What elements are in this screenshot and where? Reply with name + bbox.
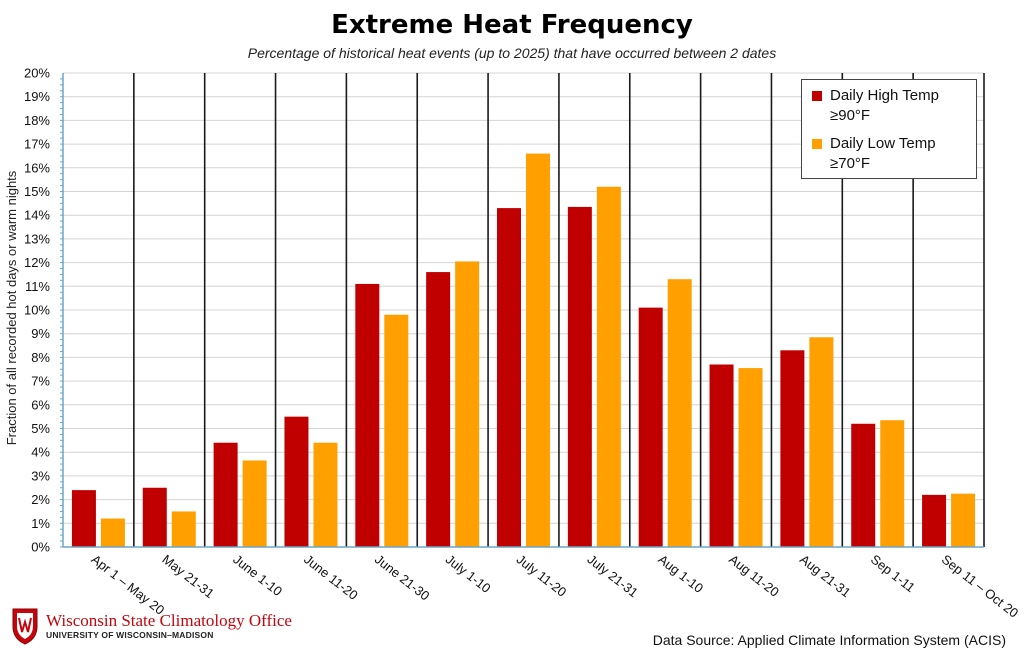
uw-crest-icon <box>12 608 38 645</box>
bar <box>880 420 905 547</box>
logo: Wisconsin State Climatology Office UNIVE… <box>10 606 292 646</box>
bar <box>213 442 238 547</box>
bar <box>284 416 309 547</box>
legend-label-high: Daily High Temp ≥90°F <box>830 87 939 124</box>
y-tick-label: 13% <box>24 231 50 246</box>
bar <box>526 153 550 547</box>
chart-title: Extreme Heat Frequency <box>331 10 693 40</box>
bar <box>426 272 451 547</box>
x-tick-label: Sep 1-11 <box>868 552 918 596</box>
legend-swatch-low <box>812 139 822 149</box>
y-tick-label: 11% <box>25 279 50 294</box>
y-tick-label: 6% <box>31 397 50 412</box>
x-tick-label: Sep 11 – Oct 20 <box>939 552 1022 621</box>
bar <box>922 494 947 547</box>
bar <box>355 283 380 547</box>
x-tick-label: July 11-20 <box>514 552 570 600</box>
x-tick-label: Aug 21-31 <box>797 552 854 601</box>
x-tick-label: May 21-31 <box>159 552 217 602</box>
bar <box>71 490 96 547</box>
y-tick-label: 2% <box>31 492 50 507</box>
y-tick-label: 1% <box>31 516 50 531</box>
x-tick-label: July 21-31 <box>584 552 641 601</box>
y-tick-label: 4% <box>31 445 50 460</box>
y-tick-label: 14% <box>24 208 50 223</box>
bar <box>100 518 125 547</box>
bar <box>455 261 480 547</box>
bar <box>567 206 592 547</box>
bar <box>780 350 805 547</box>
y-tick-label: 17% <box>24 137 50 152</box>
y-tick-label: 7% <box>31 374 50 389</box>
bar <box>738 368 763 547</box>
y-tick-label: 12% <box>24 255 50 270</box>
bar <box>709 364 734 547</box>
x-tick-label: June 21-30 <box>372 552 433 604</box>
bar <box>951 493 976 547</box>
y-tick-label: 3% <box>31 468 50 483</box>
bar <box>638 307 663 547</box>
x-tick-label: June 11-20 <box>301 552 361 603</box>
y-tick-label: 20% <box>24 66 50 81</box>
y-tick-label: 5% <box>31 421 50 436</box>
y-tick-label: 9% <box>31 326 50 341</box>
y-tick-label: 15% <box>24 184 50 199</box>
legend-entry-low: Daily Low Temp ≥70°F <box>812 134 968 174</box>
bar <box>809 337 834 547</box>
data-source: Data Source: Applied Climate Information… <box>652 632 1006 648</box>
x-tick-label: Aug 11-20 <box>726 552 782 600</box>
y-tick-label: 0% <box>31 540 50 555</box>
bar <box>596 186 621 547</box>
y-tick-label: 16% <box>24 160 50 175</box>
y-tick-label: 19% <box>24 89 50 104</box>
logo-name: Wisconsin State Climatology Office <box>46 611 292 630</box>
y-tick-label: 18% <box>24 113 50 128</box>
x-tick-label: Aug 1-10 <box>655 552 706 596</box>
bar <box>142 487 167 547</box>
bar <box>313 442 338 547</box>
y-tick-label: 10% <box>24 303 50 318</box>
y-axis-title: Fraction of all recorded hot days or war… <box>4 170 19 445</box>
chart-subtitle: Percentage of historical heat events (up… <box>247 45 777 61</box>
bar <box>171 511 196 547</box>
logo-subtitle: UNIVERSITY OF WISCONSIN–MADISON <box>46 630 214 640</box>
x-tick-label: July 1-10 <box>443 552 494 596</box>
chart-legend: Daily High Temp ≥90°F Daily Low Temp ≥70… <box>801 79 977 179</box>
bar <box>384 314 409 547</box>
bar <box>497 208 521 547</box>
bar <box>667 279 692 547</box>
x-tick-label: June 1-10 <box>230 552 285 599</box>
bar <box>242 460 267 547</box>
y-tick-label: 8% <box>31 350 50 365</box>
bar <box>851 423 876 547</box>
legend-entry-high: Daily High Temp ≥90°F <box>812 86 968 126</box>
legend-swatch-high <box>812 91 822 101</box>
legend-label-low: Daily Low Temp ≥70°F <box>830 135 936 172</box>
